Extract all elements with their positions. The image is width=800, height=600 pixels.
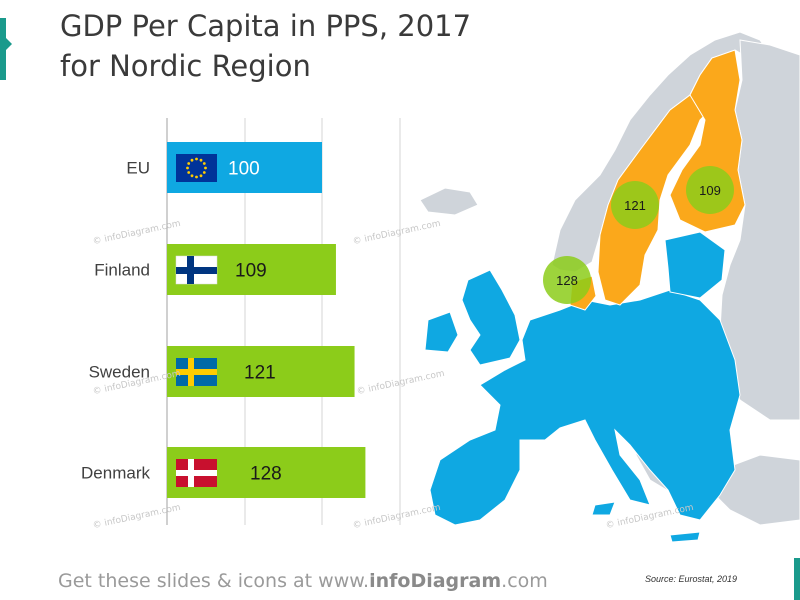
data-label: 100 [228,159,260,180]
flag-cross-h [176,369,217,375]
bubble-label: 121 [624,198,646,213]
map-crete [669,531,701,543]
footer-brand: infoDiagram [369,570,502,592]
eu-star [204,166,207,170]
eu-star [199,158,203,162]
data-label: 121 [244,363,276,384]
bubble-sweden [611,181,659,229]
eu-star [195,175,198,179]
flag-cross-v [188,358,194,386]
category-label: Denmark [81,464,150,483]
eu-flag-icon [176,154,217,182]
bubble-finland [686,166,734,214]
title-line-2: for Nordic Region [60,49,311,83]
bubble-label: 109 [699,183,721,198]
map-eu-mainland [429,289,741,526]
bubble-label: 128 [556,273,578,288]
eu-star [186,166,189,170]
eu-star [187,162,191,165]
bar-group: EU 100 Finland 109 Sweden 121 Denmark 128 [81,142,366,498]
flag-cross-h [176,267,217,274]
title-line-1: GDP Per Capita in PPS, 2017 [60,9,472,43]
category-label: EU [126,159,150,178]
eu-star [202,171,206,174]
page-title: GDP Per Capita in PPS, 2017 for Nordic R… [60,6,471,86]
map-ireland [424,311,459,353]
map-bubbles: 109 121 128 [543,166,734,304]
sweden-flag-icon [176,358,217,386]
footer-suffix: .com [501,570,548,592]
flag-cross-v [188,459,194,487]
footer-prefix: Get these slides & icons at www. [58,570,370,592]
flag-cross-h [176,470,217,476]
map-sicily [591,501,616,516]
eu-star [190,158,194,162]
eu-star [199,174,203,178]
data-label: 128 [250,464,282,485]
bubble-denmark [543,256,591,304]
category-label: Finland [94,261,150,280]
eu-star [190,174,194,178]
data-label: 109 [235,261,267,282]
flag-cross-v [187,256,194,284]
eu-star [187,171,191,174]
eu-star [195,157,198,161]
accent-bar-left [0,18,12,80]
map-baltics [664,231,726,299]
denmark-flag-icon [176,459,217,487]
footer-text: Get these slides & icons at www.infoDiag… [58,570,548,592]
finland-flag-icon [175,255,218,285]
map-iceland [419,187,479,216]
eu-star [202,162,206,165]
europe-map [419,31,800,543]
category-label: Sweden [89,363,150,382]
source-note: Source: Eurostat, 2019 [645,574,738,584]
map-uk [461,269,521,366]
accent-bar-right [794,558,800,600]
map-sweden [597,57,726,306]
